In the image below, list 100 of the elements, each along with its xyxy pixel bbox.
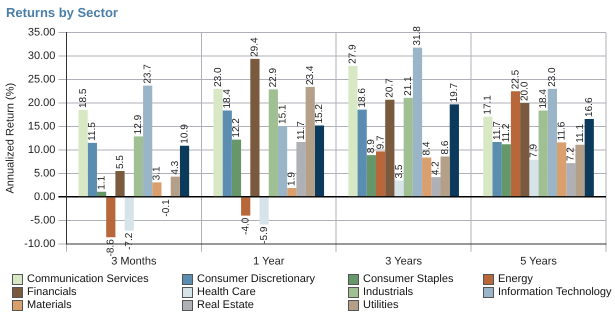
data-label: 4.2 — [430, 160, 442, 176]
bar — [106, 198, 116, 238]
data-label: 18.4 — [222, 88, 234, 109]
bar — [241, 198, 250, 216]
legend-label: Real Estate — [197, 299, 254, 311]
data-label: 7.9 — [528, 143, 540, 158]
bar — [502, 144, 511, 196]
bar — [483, 116, 492, 196]
bar — [575, 144, 585, 196]
bar — [548, 88, 557, 196]
data-label: 31.8 — [412, 26, 424, 46]
bar — [96, 192, 106, 196]
data-label: 12.9 — [133, 114, 144, 134]
data-label: 1.1 — [96, 175, 108, 190]
data-label: 22.9 — [268, 67, 280, 88]
bar — [510, 91, 520, 196]
data-label: 12.2 — [231, 118, 242, 138]
bar — [213, 88, 223, 196]
data-label: 23.4 — [304, 65, 316, 86]
bar — [529, 160, 539, 196]
bar — [440, 156, 450, 196]
y-tick-label: 10.00 — [28, 144, 56, 156]
bar — [260, 198, 269, 225]
y-tick-label: 35.00 — [28, 26, 56, 39]
bar — [250, 58, 260, 196]
data-label: 11.6 — [556, 121, 568, 140]
data-label: 4.3 — [170, 160, 182, 175]
data-label: 11.1 — [574, 124, 586, 143]
legend-label: Utilities — [363, 299, 398, 311]
bar — [566, 163, 576, 196]
bar — [385, 100, 394, 196]
x-tick-label: 5 Years — [520, 255, 558, 268]
bar — [422, 157, 432, 196]
data-label: 11.2 — [501, 123, 512, 142]
bar — [394, 180, 404, 196]
bar — [584, 118, 594, 196]
data-label: 15.2 — [314, 104, 326, 124]
data-label: 18.6 — [356, 88, 368, 108]
x-tick-label: 3 Months — [111, 255, 157, 268]
data-label: -4.0 — [240, 217, 252, 235]
y-tick-label: -10.00 — [24, 238, 56, 250]
bar — [152, 182, 162, 196]
bar — [556, 142, 566, 196]
data-label: 23.0 — [547, 67, 558, 87]
bar — [268, 89, 278, 196]
bar — [78, 110, 88, 196]
y-tick-label: 25.00 — [28, 74, 56, 86]
legend-label: Consumer Staples — [363, 273, 454, 285]
legend-label: Consumer Discretionary — [197, 273, 315, 285]
data-label: -8.6 — [106, 238, 117, 256]
bar — [538, 110, 548, 196]
bar — [366, 155, 376, 196]
bar — [358, 110, 367, 196]
data-label: 20.0 — [519, 81, 530, 101]
y-tick-label: -5.00 — [30, 214, 56, 226]
legend-label: Financials — [27, 286, 77, 298]
bar — [124, 198, 134, 231]
bar — [306, 87, 315, 196]
bar — [314, 126, 324, 196]
legend-label: Communication Services — [27, 273, 149, 285]
bar — [278, 126, 288, 196]
bar — [412, 48, 422, 196]
data-label: 3.1 — [152, 166, 163, 180]
data-label: 10.9 — [179, 124, 190, 144]
bar — [170, 176, 180, 196]
data-label: 18.5 — [78, 88, 89, 108]
data-label: 23.7 — [142, 64, 154, 84]
bar — [404, 98, 413, 196]
bar — [348, 66, 358, 196]
data-label: -5.9 — [258, 226, 270, 244]
data-label: 5.5 — [114, 154, 126, 170]
data-label: 18.4 — [538, 88, 549, 109]
y-tick-label: 20.00 — [28, 97, 56, 110]
legend-label: Industrials — [363, 286, 414, 298]
bar — [134, 136, 144, 196]
bar — [520, 103, 530, 196]
bar — [88, 142, 97, 196]
x-tick-label: 3 Years — [385, 255, 422, 268]
data-label: 15.1 — [277, 104, 288, 124]
data-label: 19.7 — [449, 82, 460, 102]
bar — [115, 171, 125, 196]
legend-label: Energy — [498, 273, 533, 285]
y-tick-label: 30.00 — [28, 50, 56, 62]
data-label: 8.9 — [366, 138, 378, 154]
data-label: -7.2 — [124, 232, 135, 250]
bar — [222, 110, 232, 196]
data-label: 1.9 — [286, 172, 298, 186]
y-tick-label: 5.00 — [34, 167, 56, 180]
legend-label: Materials — [27, 299, 72, 311]
data-label: 17.1 — [482, 94, 494, 115]
data-label: 20.7 — [384, 78, 396, 98]
y-tick-label: 0.00 — [34, 190, 56, 203]
bar — [287, 188, 296, 196]
data-label: 11.7 — [492, 120, 503, 140]
bar — [232, 140, 242, 196]
data-label: 11.7 — [296, 120, 307, 140]
bar — [450, 104, 459, 196]
data-label: 3.5 — [394, 164, 405, 178]
bar — [492, 142, 502, 196]
bar — [180, 146, 190, 196]
